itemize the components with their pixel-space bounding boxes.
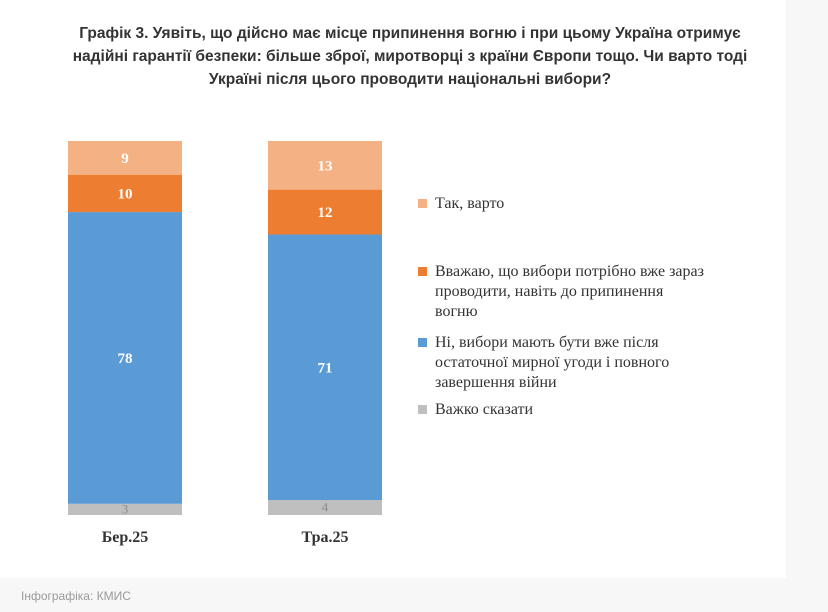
bar-segment bbox=[68, 212, 182, 504]
legend-label-line: завершення війни bbox=[435, 374, 557, 391]
data-label: 13 bbox=[318, 158, 333, 174]
bar-segment bbox=[268, 500, 382, 515]
chart-title-line: Україні після цього проводити національн… bbox=[208, 71, 612, 88]
x-axis-tick-label: Бер.25 bbox=[102, 529, 149, 546]
legend-label: Важко сказати bbox=[435, 400, 755, 420]
bar-segment bbox=[68, 174, 182, 213]
chart-card: Графік 3. Уявіть, що дійсно має місце пр… bbox=[68, 25, 755, 546]
page-gutter bbox=[786, 0, 828, 612]
bar-segment bbox=[268, 189, 382, 235]
data-label: 3 bbox=[122, 501, 129, 516]
bar-segment bbox=[268, 234, 382, 501]
legend-label-line: Вважаю, що вибори потрібно вже зараз bbox=[435, 263, 704, 280]
legend-label-line: остаточної мирної угоди і повного bbox=[435, 354, 670, 371]
x-axis-tick-label: Тра.25 bbox=[302, 529, 349, 546]
legend-label: Вважаю, що вибори потрібно вже зараз пров… bbox=[435, 262, 755, 322]
chart-title: Графік 3. Уявіть, що дійсно має місце пр… bbox=[30, 22, 790, 91]
legend-swatch bbox=[418, 405, 427, 414]
data-label: 78 bbox=[118, 351, 133, 367]
legend-swatch bbox=[418, 338, 427, 347]
legend-swatch bbox=[418, 267, 427, 276]
data-label: 12 bbox=[318, 205, 333, 221]
legend-label-line: Ні, вибори мають бути вже після bbox=[435, 334, 659, 351]
data-label: 10 bbox=[118, 186, 133, 202]
data-label: 9 bbox=[121, 151, 129, 167]
data-label: 71 bbox=[318, 360, 333, 376]
chart-title-line: Графік 3. Уявіть, що дійсно має місце пр… bbox=[79, 25, 741, 42]
data-label: 4 bbox=[322, 500, 329, 515]
legend-label: Так, варто bbox=[435, 194, 755, 214]
legend-swatch bbox=[418, 199, 427, 208]
legend-label-line: вогню bbox=[435, 303, 478, 320]
bar-segment bbox=[68, 141, 182, 175]
legend-label-line: Так, варто bbox=[435, 195, 505, 212]
chart-title-line: надійні гарантії безпеки: більше зброї, … bbox=[72, 48, 748, 65]
caption-strip bbox=[0, 578, 786, 612]
legend-label-line: проводити, навіть до припинення bbox=[435, 283, 664, 300]
legend-label-line: Важко сказати bbox=[435, 401, 534, 418]
legend-label: Ні, вибори мають бути вже після остаточно… bbox=[435, 333, 755, 393]
infographic-credit: Інфографіка: КМИС bbox=[21, 589, 131, 603]
bar-segment bbox=[68, 503, 182, 515]
stacked-bar-chart: 3 78 10 9 Бер.25 4 71 12 13 Тра.25 bbox=[68, 141, 382, 546]
bar-segment bbox=[268, 141, 382, 190]
